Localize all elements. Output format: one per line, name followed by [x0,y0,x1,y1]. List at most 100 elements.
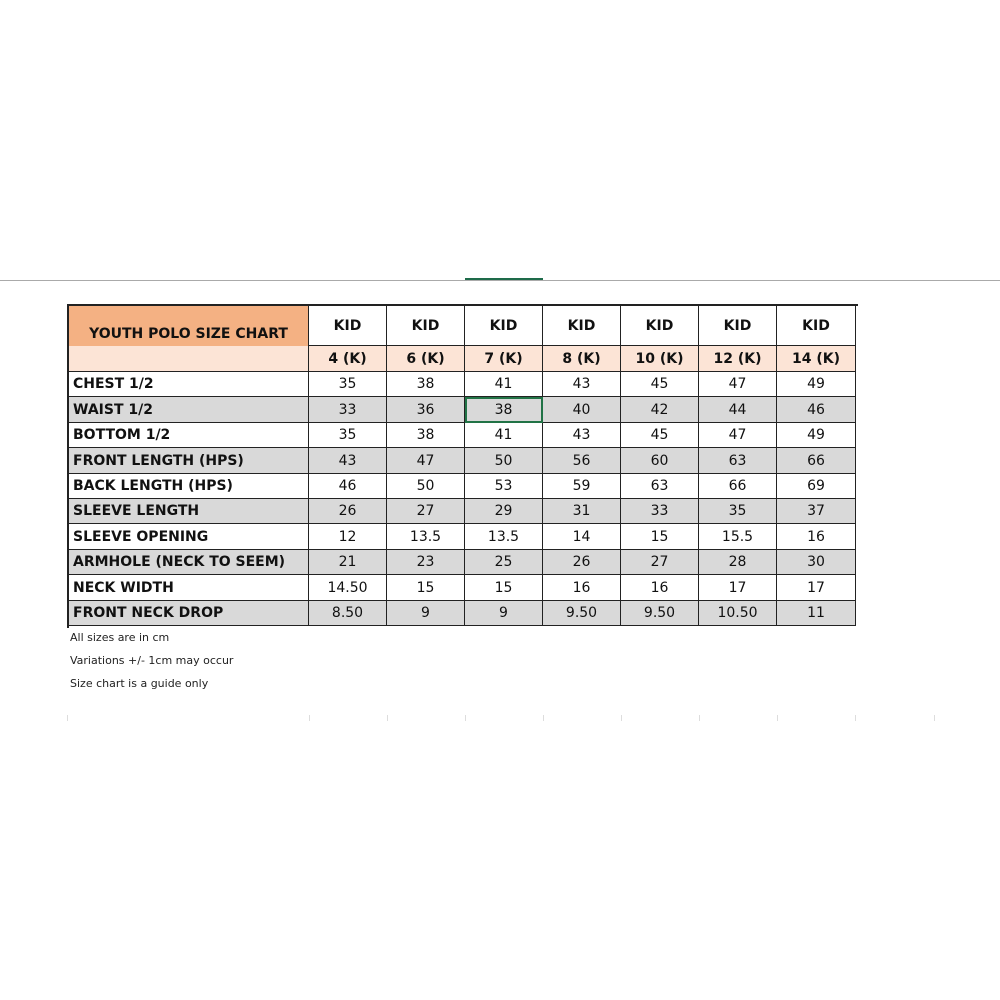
row-label: SLEEVE LENGTH [69,499,309,524]
value-cell: 27 [621,550,699,575]
value-cell: 15 [387,575,465,601]
value-cell: 41 [465,423,543,448]
group-header: KID [387,306,465,346]
size-header: 7 (K) [465,346,543,372]
value-cell: 49 [777,423,856,448]
value-cell: 9.50 [543,601,621,626]
value-cell: 50 [465,448,543,474]
value-cell: 46 [309,474,387,499]
value-cell: 47 [699,372,777,397]
value-cell: 33 [309,397,387,423]
value-cell: 47 [699,423,777,448]
value-cell: 30 [777,550,856,575]
value-cell: 35 [699,499,777,524]
value-cell: 15.5 [699,524,777,550]
value-cell: 12 [309,524,387,550]
value-cell: 38 [465,397,543,423]
gridline-tick [309,715,310,721]
value-cell: 16 [777,524,856,550]
value-cell: 29 [465,499,543,524]
value-cell: 9 [387,601,465,626]
value-cell: 26 [543,550,621,575]
gridline-tick [543,715,544,721]
value-cell: 10.50 [699,601,777,626]
value-cell: 16 [621,575,699,601]
gridline-tick [855,715,856,721]
value-cell: 13.5 [465,524,543,550]
value-cell: 63 [699,448,777,474]
value-cell: 31 [543,499,621,524]
value-cell: 63 [621,474,699,499]
value-cell: 15 [465,575,543,601]
row-label: NECK WIDTH [69,575,309,601]
sheet-tab [465,278,543,280]
group-header: KID [699,306,777,346]
group-header: KID [465,306,543,346]
value-cell: 33 [621,499,699,524]
value-cell: 27 [387,499,465,524]
row-label: SLEEVE OPENING [69,524,309,550]
value-cell: 49 [777,372,856,397]
value-cell: 21 [309,550,387,575]
value-cell: 45 [621,423,699,448]
row-label: ARMHOLE (NECK TO SEEM) [69,550,309,575]
gridline-tick [777,715,778,721]
value-cell: 35 [309,423,387,448]
value-cell: 40 [543,397,621,423]
note: Size chart is a guide only [70,677,209,690]
value-cell: 17 [699,575,777,601]
gridline-tick [465,715,466,721]
value-cell: 14 [543,524,621,550]
gridline-tick [67,715,68,721]
note: Variations +/- 1cm may occur [70,654,234,667]
value-cell: 13.5 [387,524,465,550]
group-header: KID [777,306,856,346]
row-label: WAIST 1/2 [69,397,309,423]
value-cell: 43 [543,423,621,448]
group-header: KID [621,306,699,346]
value-cell: 69 [777,474,856,499]
group-header: KID [309,306,387,346]
value-cell: 23 [387,550,465,575]
size-header: 10 (K) [621,346,699,372]
gridline-tick [934,715,935,721]
value-cell: 17 [777,575,856,601]
divider [0,280,1000,281]
value-cell: 25 [465,550,543,575]
value-cell: 16 [543,575,621,601]
value-cell: 15 [621,524,699,550]
value-cell: 60 [621,448,699,474]
value-cell: 44 [699,397,777,423]
value-cell: 8.50 [309,601,387,626]
size-header: 4 (K) [309,346,387,372]
value-cell: 45 [621,372,699,397]
value-cell: 46 [777,397,856,423]
value-cell: 9.50 [621,601,699,626]
value-cell: 47 [387,448,465,474]
value-cell: 14.50 [309,575,387,601]
gridline-tick [621,715,622,721]
value-cell: 42 [621,397,699,423]
value-cell: 66 [777,448,856,474]
value-cell: 38 [387,423,465,448]
value-cell: 11 [777,601,856,626]
value-cell: 9 [465,601,543,626]
value-cell: 37 [777,499,856,524]
row-label: BOTTOM 1/2 [69,423,309,448]
value-cell: 56 [543,448,621,474]
value-cell: 43 [543,372,621,397]
size-header: 6 (K) [387,346,465,372]
row-label: FRONT NECK DROP [69,601,309,626]
row-label: FRONT LENGTH (HPS) [69,448,309,474]
size-header: 14 (K) [777,346,856,372]
gridline-tick [387,715,388,721]
group-header: KID [543,306,621,346]
title-band [69,346,309,372]
gridline-tick [699,715,700,721]
value-cell: 36 [387,397,465,423]
note: All sizes are in cm [70,631,170,644]
value-cell: 26 [309,499,387,524]
size-header: 8 (K) [543,346,621,372]
size-table: YOUTH POLO SIZE CHART KID KID KID KID KID KID K… [67,304,858,628]
